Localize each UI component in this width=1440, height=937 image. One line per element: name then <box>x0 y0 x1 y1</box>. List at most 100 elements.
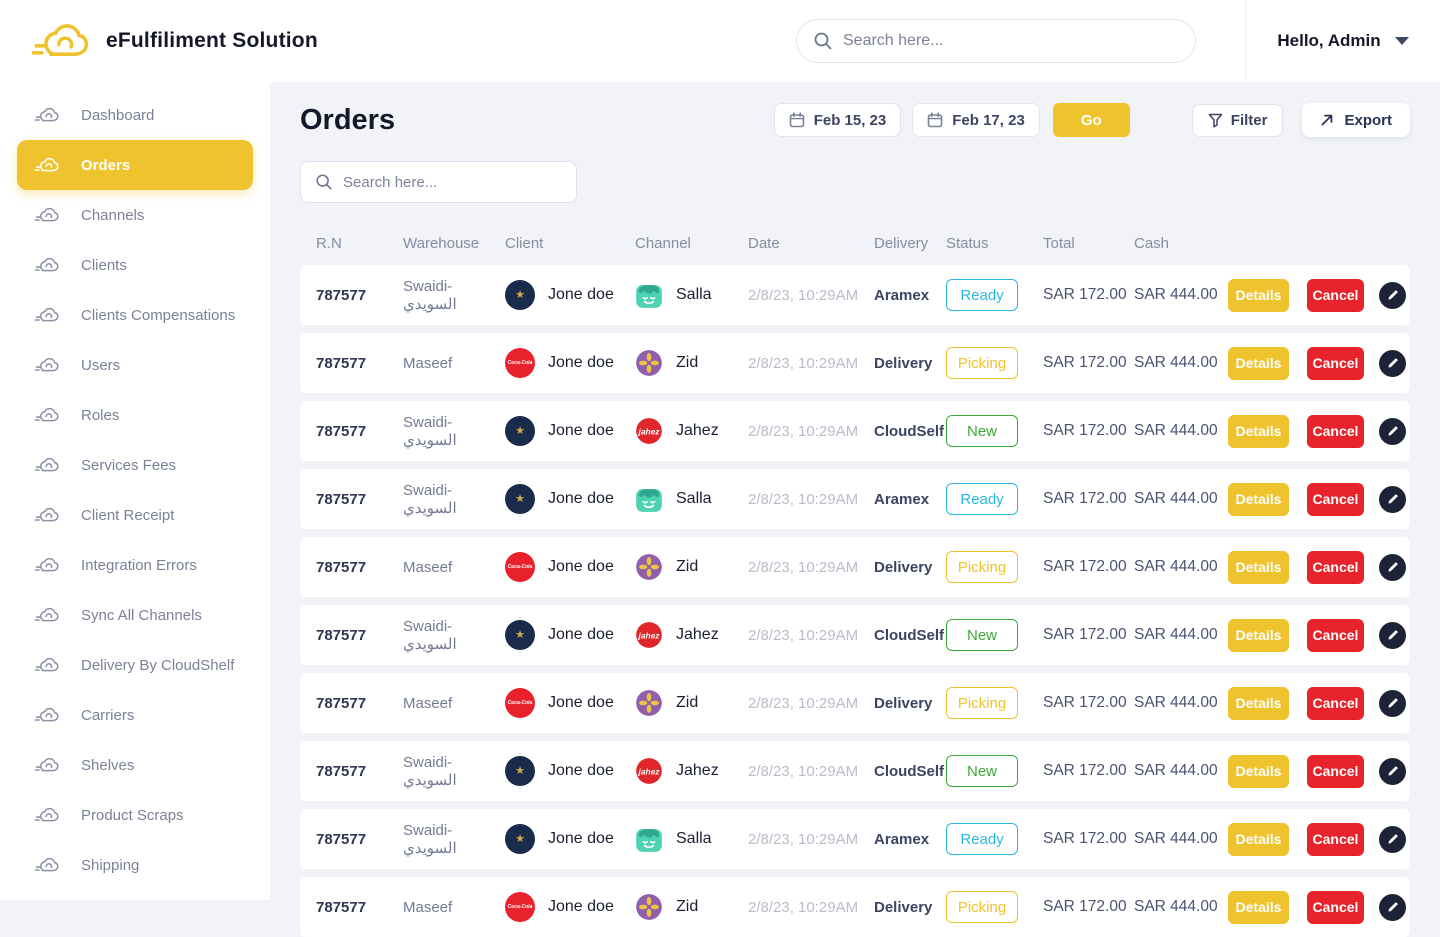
column-header: Date <box>748 234 780 252</box>
sidebar-item-label: Clients <box>81 256 127 274</box>
sidebar-item[interactable]: Channels <box>17 190 253 240</box>
sidebar-item[interactable]: Integration Errors <box>17 540 253 590</box>
cancel-cell: Cancel <box>1298 822 1367 856</box>
sidebar-item[interactable]: Roles <box>17 390 253 440</box>
sidebar-item[interactable]: Carriers <box>17 690 253 740</box>
order-date: 2/8/23, 10:29AM <box>748 558 859 576</box>
order-date: 2/8/23, 10:29AM <box>748 830 859 848</box>
client-name: Jone doe <box>548 490 614 507</box>
edit-button[interactable] <box>1379 485 1406 513</box>
details-cell: Details <box>1228 550 1298 584</box>
details-button[interactable]: Details <box>1228 550 1289 584</box>
sidebar-item[interactable]: Orders <box>17 140 253 190</box>
cola-logo-icon: Coca-Cola <box>507 700 533 706</box>
warehouse-name: Swaidi-السويدي <box>403 753 457 789</box>
sidebar-item[interactable]: Shipping <box>17 840 253 890</box>
orders-search-input[interactable] <box>343 173 562 191</box>
date-to-value: Feb 17, 23 <box>952 111 1025 129</box>
client-avatar: ★ Coca-Cola <box>505 688 535 718</box>
column-header: Channel <box>635 234 691 252</box>
details-button[interactable]: Details <box>1228 482 1289 516</box>
go-button[interactable]: Go <box>1052 103 1130 137</box>
details-button[interactable]: Details <box>1228 346 1289 380</box>
client-avatar: ★ Coca-Cola <box>505 484 535 514</box>
sidebar-item[interactable]: Dashboard <box>17 90 253 140</box>
cancel-cell: Cancel <box>1298 278 1367 312</box>
cancel-button[interactable]: Cancel <box>1307 686 1364 720</box>
client-avatar: ★ Coca-Cola <box>505 280 535 310</box>
star-icon: ★ <box>515 288 525 301</box>
edit-button[interactable] <box>1379 621 1406 649</box>
global-search-input[interactable] <box>843 32 1179 50</box>
sidebar-item[interactable]: Product Scraps <box>17 790 253 840</box>
edit-button[interactable] <box>1379 893 1406 921</box>
cancel-button[interactable]: Cancel <box>1307 822 1364 856</box>
status-badge: Ready <box>946 483 1018 515</box>
date-from-button[interactable]: Feb 15, 23 <box>773 103 902 137</box>
sidebar-item[interactable]: Users <box>17 340 253 390</box>
channel-name: Zid <box>676 694 699 711</box>
order-total: SAR 172.00 <box>1043 898 1127 915</box>
edit-cell <box>1367 757 1410 785</box>
cancel-button[interactable]: Cancel <box>1307 414 1364 448</box>
table-header: R.N Warehouse Client Channel Date Delive… <box>300 233 1410 253</box>
client-name: Jone doe <box>548 898 614 915</box>
sidebar-item[interactable]: Clients <box>17 240 253 290</box>
cancel-cell: Cancel <box>1298 550 1367 584</box>
sidebar-item[interactable]: Clients Compensations <box>17 290 253 340</box>
delivery-method: CloudSelf <box>874 762 944 780</box>
svg-text:jahez: jahez <box>638 630 661 640</box>
zid-icon <box>636 554 662 580</box>
cancel-button[interactable]: Cancel <box>1307 346 1364 380</box>
details-button[interactable]: Details <box>1228 822 1289 856</box>
status-badge: Picking <box>946 687 1018 719</box>
order-cash: SAR 444.00 <box>1134 694 1218 711</box>
channel-cell: jahez Salla <box>635 485 748 513</box>
orders-search <box>300 161 577 203</box>
edit-button[interactable] <box>1379 349 1406 377</box>
edit-button[interactable] <box>1379 757 1406 785</box>
edit-button[interactable] <box>1379 825 1406 853</box>
details-button[interactable]: Details <box>1228 414 1289 448</box>
cancel-button[interactable]: Cancel <box>1307 618 1364 652</box>
details-button[interactable]: Details <box>1228 278 1289 312</box>
cancel-button[interactable]: Cancel <box>1307 278 1364 312</box>
filter-button[interactable]: Filter <box>1191 103 1284 137</box>
details-button[interactable]: Details <box>1228 890 1289 924</box>
zid-icon <box>636 690 662 716</box>
date-to-button[interactable]: Feb 17, 23 <box>912 103 1040 137</box>
order-total: SAR 172.00 <box>1043 830 1127 847</box>
status-cell: Ready <box>946 823 1043 855</box>
sidebar-item[interactable]: Delivery By CloudShelf <box>17 640 253 690</box>
edit-button[interactable] <box>1379 689 1406 717</box>
delivery-method: Aramex <box>874 830 930 848</box>
user-menu[interactable]: Hello, Admin <box>1245 0 1440 82</box>
cancel-button[interactable]: Cancel <box>1307 482 1364 516</box>
sidebar-item[interactable]: Client Receipt <box>17 490 253 540</box>
sidebar-item[interactable]: Shelves <box>17 740 253 790</box>
client-cell: ★ Coca-Cola Jone doe <box>505 280 635 310</box>
sidebar-item[interactable]: Services Fees <box>17 440 253 490</box>
cancel-button[interactable]: Cancel <box>1307 550 1364 584</box>
client-avatar: ★ Coca-Cola <box>505 892 535 922</box>
cancel-cell: Cancel <box>1298 346 1367 380</box>
warehouse-name: Maseef <box>403 558 453 576</box>
details-button[interactable]: Details <box>1228 754 1289 788</box>
edit-button[interactable] <box>1379 417 1406 445</box>
edit-button[interactable] <box>1379 281 1406 309</box>
pencil-icon <box>1387 358 1398 368</box>
warehouse-name: Maseef <box>403 898 453 916</box>
details-button[interactable]: Details <box>1228 618 1289 652</box>
cancel-button[interactable]: Cancel <box>1307 754 1364 788</box>
export-button[interactable]: Export <box>1302 103 1410 137</box>
client-name: Jone doe <box>548 354 614 371</box>
order-date: 2/8/23, 10:29AM <box>748 422 859 440</box>
star-icon: ★ <box>515 764 525 777</box>
edit-button[interactable] <box>1379 553 1406 581</box>
sidebar-item[interactable]: Sync All Channels <box>17 590 253 640</box>
channel-name: Zid <box>676 558 699 575</box>
details-button[interactable]: Details <box>1228 686 1289 720</box>
cancel-button[interactable]: Cancel <box>1307 890 1364 924</box>
sidebar-item-label: Roles <box>81 406 120 424</box>
global-search <box>796 19 1196 63</box>
